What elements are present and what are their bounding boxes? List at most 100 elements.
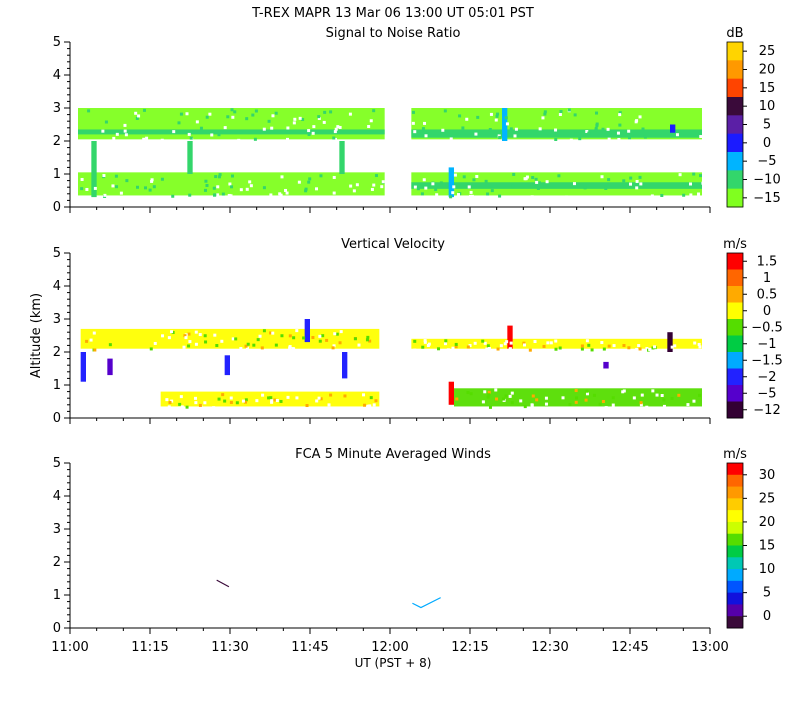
data-speckle <box>93 173 97 177</box>
data-speckle <box>223 126 227 130</box>
data-speckle <box>304 187 308 191</box>
data-speckle <box>239 347 243 351</box>
colorbar-label: 1 <box>763 271 771 286</box>
data-speckle <box>152 185 156 189</box>
data-speckle <box>554 347 558 351</box>
data-speckle <box>634 120 638 124</box>
data-speckle <box>183 334 187 338</box>
data-speckle <box>662 404 666 408</box>
data-speckle <box>203 188 207 192</box>
data-speckle <box>185 405 189 409</box>
data-speckle <box>670 396 674 400</box>
data-speckle <box>575 396 579 400</box>
colorbar-label: 5 <box>763 118 771 133</box>
data-speckle <box>590 348 594 352</box>
data-column <box>91 141 97 198</box>
data-speckle <box>317 116 321 120</box>
data-speckle <box>216 185 220 189</box>
data-speckle <box>638 175 642 179</box>
data-speckle <box>249 184 253 188</box>
data-speckle <box>488 405 492 409</box>
data-speckle <box>565 195 569 199</box>
y-tick-label: 0 <box>53 621 61 636</box>
data-speckle <box>585 129 589 133</box>
data-speckle <box>213 333 217 337</box>
y-tick-label: 3 <box>53 101 61 116</box>
data-speckle <box>698 174 702 178</box>
data-speckle <box>546 341 550 345</box>
data-speckle <box>424 134 428 138</box>
colorbar-unit: m/s <box>723 447 747 462</box>
y-tick-label: 3 <box>53 522 61 537</box>
data-speckle <box>469 392 473 396</box>
data-speckle <box>421 345 425 349</box>
data-speckle <box>352 189 356 193</box>
data-speckle <box>486 344 490 348</box>
data-speckle <box>194 330 198 334</box>
data-speckle <box>203 401 207 405</box>
data-speckle <box>660 193 664 197</box>
data-speckle <box>531 394 535 398</box>
data-speckle <box>179 112 183 116</box>
data-speckle <box>80 177 84 181</box>
data-speckle <box>514 127 518 131</box>
data-speckle <box>541 116 545 120</box>
data-speckle <box>468 344 472 348</box>
data-speckle <box>185 112 189 116</box>
colorbar-swatch <box>727 604 743 617</box>
data-speckle <box>689 182 693 186</box>
data-speckle <box>632 396 636 400</box>
data-speckle <box>198 333 202 337</box>
data-speckle <box>124 133 128 137</box>
data-speckle <box>136 185 140 189</box>
data-speckle <box>487 390 491 394</box>
data-speckle <box>604 406 608 410</box>
data-speckle <box>638 347 642 351</box>
data-speckle <box>557 174 561 178</box>
data-speckle <box>544 396 548 400</box>
data-speckle <box>171 331 175 335</box>
data-speckle <box>578 137 582 141</box>
data-speckle <box>311 336 315 340</box>
data-speckle <box>194 342 198 346</box>
data-speckle <box>160 138 164 142</box>
data-speckle <box>601 399 605 403</box>
data-speckle <box>423 121 427 125</box>
data-speckle <box>253 137 257 141</box>
data-speckle <box>585 392 589 396</box>
data-speckle <box>523 405 527 409</box>
data-speckle <box>611 403 615 407</box>
data-speckle <box>643 135 647 139</box>
colorbar-label: −1.5 <box>751 353 783 368</box>
data-speckle <box>315 187 319 191</box>
data-speckle <box>444 339 448 343</box>
data-speckle <box>574 400 578 404</box>
data-speckle <box>184 336 188 340</box>
data-speckle <box>329 393 333 397</box>
data-speckle <box>689 193 693 197</box>
data-speckle <box>135 116 139 120</box>
data-speckle <box>692 399 696 403</box>
y-tick-label: 2 <box>53 134 61 149</box>
data-speckle <box>215 344 219 348</box>
data-speckle <box>511 184 515 188</box>
data-speckle <box>212 186 216 190</box>
data-speckle <box>205 115 209 119</box>
data-speckle <box>508 347 512 351</box>
data-speckle <box>469 190 473 194</box>
data-speckle <box>284 188 288 192</box>
data-speckle <box>697 342 701 346</box>
data-speckle <box>498 194 502 198</box>
data-speckle <box>543 112 547 116</box>
data-speckle <box>148 188 152 192</box>
data-speckle <box>212 406 216 410</box>
colorbar-swatch <box>727 352 743 369</box>
data-speckle <box>483 390 487 394</box>
data-speckle <box>607 344 611 348</box>
data-speckle <box>686 403 690 407</box>
data-speckle <box>204 340 208 344</box>
data-speckle <box>134 111 138 115</box>
data-speckle <box>470 194 474 198</box>
colorbar-swatch <box>727 521 743 535</box>
data-speckle <box>372 403 376 407</box>
